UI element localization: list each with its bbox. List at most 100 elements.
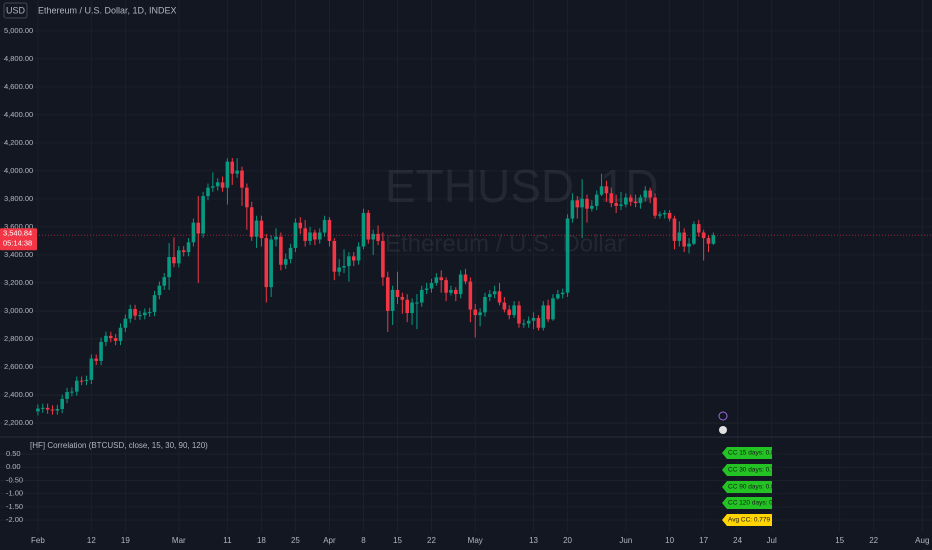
indicator-tick-label: 0.50: [6, 449, 21, 458]
x-tick-label: 8: [361, 536, 366, 545]
candle-body: [264, 238, 269, 288]
candle-body: [633, 201, 638, 204]
event-icon[interactable]: [719, 426, 727, 434]
candle-body: [376, 233, 380, 241]
candle-body: [643, 190, 648, 198]
candle-body: [60, 398, 64, 409]
candle-body: [658, 214, 662, 216]
correlation-label-box: [722, 447, 772, 459]
candle-body: [40, 407, 45, 409]
candle-body: [677, 232, 682, 241]
y-tick-label: 4,400.00: [4, 110, 33, 119]
candle-body: [254, 220, 259, 237]
candle-body: [366, 212, 371, 240]
x-tick-label: 13: [529, 536, 538, 545]
candle-body: [517, 305, 521, 324]
watermark-subtitle: Ethereum / U.S. Dollar: [385, 230, 625, 257]
candle-body: [36, 408, 40, 412]
candle-body: [653, 197, 657, 216]
event-icon[interactable]: [718, 411, 728, 421]
candle-body: [546, 305, 550, 320]
candle-body: [711, 235, 716, 244]
candle-body: [424, 288, 429, 290]
candle-body: [356, 246, 361, 261]
correlation-label: CC 90 days: 0.858: [728, 484, 782, 491]
candle-body: [351, 256, 356, 261]
candle-body: [667, 212, 672, 219]
candle-body: [488, 294, 492, 297]
y-tick-label: 4,600.00: [4, 82, 33, 91]
x-tick-label: Jun: [619, 536, 632, 545]
candle-body: [473, 309, 478, 316]
candle-body: [507, 309, 512, 316]
candle-body: [638, 197, 643, 204]
candle-body: [74, 380, 79, 392]
candle-body: [201, 196, 205, 234]
candle-body: [400, 296, 405, 300]
indicator-tick-label: -1.50: [6, 502, 23, 511]
currency-button[interactable]: [3, 2, 28, 19]
candle-body: [395, 289, 400, 297]
x-tick-label: Apr: [323, 536, 336, 545]
candle-body: [614, 203, 618, 206]
candle-body: [696, 224, 701, 233]
x-tick-label: 22: [427, 536, 436, 545]
candle-body: [128, 308, 133, 319]
candle-body: [143, 312, 147, 316]
candle-body: [531, 317, 536, 321]
candle-body: [478, 312, 482, 316]
symbol-info: Ethereum / U.S. Dollar, 1D, INDEX: [38, 5, 177, 15]
candle-body: [211, 186, 215, 188]
candle-body: [463, 274, 468, 282]
candle-body: [449, 289, 453, 293]
candle-body: [706, 238, 711, 244]
candle-body: [181, 250, 186, 253]
candle-body: [308, 232, 312, 241]
candle-body: [65, 392, 69, 399]
candle-body: [541, 305, 546, 328]
candle-body: [113, 338, 118, 341]
candle-body: [536, 317, 541, 328]
candle-body: [269, 239, 273, 288]
candle-body: [570, 200, 575, 219]
x-tick-label: 17: [699, 536, 708, 545]
y-tick-label: 3,600.00: [4, 222, 33, 231]
candle-body: [167, 257, 171, 278]
candle-body: [259, 220, 264, 239]
candle-body: [138, 315, 142, 317]
grid: [0, 0, 932, 532]
candle-body: [70, 391, 74, 393]
candle-body: [303, 228, 307, 241]
candle-body: [313, 232, 317, 240]
y-tick-label: 2,600.00: [4, 362, 33, 371]
candle-body: [191, 222, 196, 243]
candle-body: [94, 358, 99, 361]
candle-body: [79, 380, 84, 382]
candle-body: [347, 256, 351, 267]
x-tick-label: 10: [665, 536, 674, 545]
currency[interactable]: USD: [6, 5, 26, 15]
candle-body: [288, 247, 293, 260]
candle-body: [55, 408, 60, 411]
candle-body: [512, 305, 516, 316]
candle-body: [104, 335, 108, 342]
y-tick-label: 4,200.00: [4, 138, 33, 147]
x-tick-label: 25: [291, 536, 300, 545]
candle-body: [585, 198, 589, 209]
x-tick-label: Feb: [31, 536, 45, 545]
candle-body: [580, 198, 584, 208]
candle-body: [415, 302, 419, 304]
candle-body: [628, 197, 633, 202]
y-tick-label: 2,200.00: [4, 418, 33, 427]
candle-body: [381, 240, 385, 278]
candle-body: [429, 282, 434, 289]
x-tick-label: Mar: [172, 536, 186, 545]
last-price-box: [0, 228, 37, 251]
candle-body: [575, 200, 580, 208]
watermark-title: ETHUSD, 1D: [385, 160, 658, 212]
indicator-tick-label: 0.00: [6, 462, 21, 471]
candle-body: [45, 407, 50, 410]
candle-body: [624, 197, 628, 205]
correlation-label: Avg CC: 0.779: [728, 517, 771, 524]
candle-body: [599, 186, 604, 195]
